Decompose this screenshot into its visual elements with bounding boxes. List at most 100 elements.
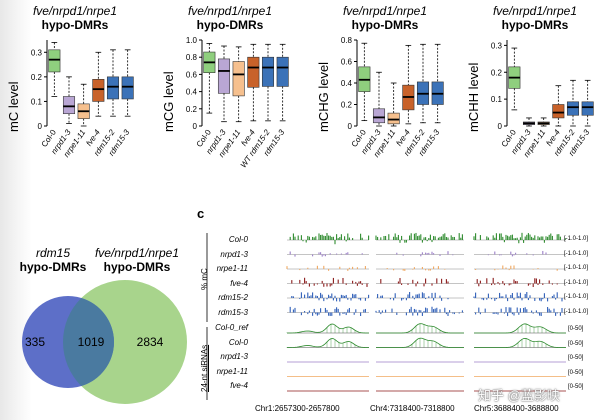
boxplot-title: fve/nrpd1/nrpe1 hypo-DMRs <box>315 4 455 32</box>
y-tick-label: 0.2 <box>186 105 198 114</box>
box-iqr <box>372 108 386 124</box>
mc-signal <box>375 232 463 243</box>
boxplot-chart: 1.00.80.60.40.20Col-0nrpd1-3nrpe1-11fve-… <box>186 36 289 170</box>
boxplot-title-italic: fve/nrpd1/nrpe1 <box>492 4 578 18</box>
mc-signal <box>377 292 449 301</box>
mc-track-range: [-1.0-1.0] <box>564 250 589 257</box>
box-iqr <box>121 76 134 100</box>
box-iqr <box>276 56 289 87</box>
box-rdm15-2 <box>106 49 120 117</box>
y-tick-label: 1.0 <box>186 36 198 45</box>
y-tick-label: 0.6 <box>186 70 198 79</box>
box-iqr <box>581 101 594 116</box>
boxplot-title-bold: hypo-DMRs <box>351 18 419 32</box>
mc-track-name: rdm15-3 <box>218 307 248 317</box>
mc-signal <box>289 233 370 245</box>
box-nrpd1-3 <box>62 76 76 124</box>
boxplot-title: fve/nrpd1/nrpe1 hypo-DMRs <box>465 4 600 32</box>
mc-track-range: [-1.0-1.0] <box>564 236 589 242</box>
venn-left-count: 335 <box>25 335 45 349</box>
box-fve-4 <box>247 43 260 122</box>
y-tick-label: 0.6 <box>341 58 353 67</box>
sirna-track-range: [0-50] <box>568 369 584 376</box>
mc-track-name: fve-4 <box>230 278 248 288</box>
y-tick-label: 0.2 <box>341 101 353 110</box>
box-iqr <box>217 58 231 94</box>
boxplot-title: fve/nrpd1/nrpe1 hypo-DMRs <box>5 4 145 32</box>
boxplot-title-bold: hypo-DMRs <box>196 18 264 32</box>
mc-signal <box>475 307 563 317</box>
venn-overlap <box>62 297 115 387</box>
genomic-coordinate: Chr4:7318400-7318800 <box>370 404 455 413</box>
boxplot-title-italic: fve/nrpd1/nrpe1 <box>342 4 428 18</box>
mc-track-name: rdm15-2 <box>218 293 248 302</box>
sirna-signal <box>286 338 370 348</box>
mc-signal <box>375 306 463 316</box>
zhihu-watermark: 知乎 @蓝影映 <box>478 388 560 403</box>
y-tick-label: 0.4 <box>186 88 198 97</box>
sirna-track-name: Col-0_ref <box>215 323 248 332</box>
box-iqr <box>552 104 565 119</box>
mc-track-range: [-1.0-1.0] <box>564 294 589 300</box>
box-rdm15-3 <box>581 79 594 127</box>
mc-signal <box>291 292 370 302</box>
boxplot-title-italic: fve/nrpd1/nrpe1 <box>32 4 118 18</box>
venn-title-left-bold: hypo-DMRs <box>19 260 87 274</box>
boxplot-title: fve/nrpd1/nrpe1 hypo-DMRs <box>160 4 300 32</box>
boxplot-chart: 0.80.60.40.20Col-0nrpd1-3nrpe1-11fve-4rd… <box>341 36 444 159</box>
venn-overlap-count: 1019 <box>78 335 105 349</box>
y-tick-label: 0.4 <box>341 79 353 88</box>
venn-title-left: rdm15 hypo-DMRs <box>8 246 98 274</box>
mc-track-range: [-1.0-1.0] <box>564 279 589 286</box>
venn-right-count: 2834 <box>137 335 164 349</box>
y-tick-label: 0.8 <box>186 53 198 62</box>
mc-signal <box>291 277 368 287</box>
box-WT rdm15-2 <box>261 43 275 122</box>
box-rdm15-3 <box>431 43 444 124</box>
boxplot-title-italic: fve/nrpd1/nrpe1 <box>187 4 273 18</box>
y-tick-label: 0.3 <box>31 48 43 57</box>
boxplot-title-bold: hypo-DMRs <box>41 18 109 32</box>
mc-signal <box>396 251 454 257</box>
box-nrpd1-3 <box>372 71 386 127</box>
mc-signal <box>487 250 547 257</box>
y-tick-label: 0 <box>193 122 198 131</box>
box-iqr <box>261 56 275 87</box>
box-nrpe1-11 <box>77 83 90 127</box>
box-nrpe1-11 <box>232 46 245 123</box>
y-tick-label: 0.8 <box>341 36 353 45</box>
box-iqr <box>387 112 400 125</box>
box-Col-0 <box>48 42 61 97</box>
mc-signal <box>289 306 366 316</box>
box-iqr <box>62 96 76 115</box>
sirna-signal <box>474 323 567 334</box>
mc-signal <box>289 251 363 257</box>
sirna-track-range: [0-50] <box>568 326 584 332</box>
venn-title-right-bold: hypo-DMRs <box>103 260 171 274</box>
box-fve-4 <box>92 51 105 117</box>
mc-track-range: [-1.0-1.0] <box>564 308 589 315</box>
box-iqr <box>48 49 61 73</box>
sirna-signal <box>474 338 567 348</box>
venn-diagram: 335 1019 2834 <box>22 280 187 404</box>
mc-signal <box>286 265 366 271</box>
panel-label-c: c <box>197 206 205 221</box>
box-nrpd1-3 <box>522 117 536 127</box>
sirna-track-range: [0-50] <box>568 355 584 361</box>
y-tick-label: 0.2 <box>31 73 43 82</box>
y-tick-label: 0.1 <box>31 97 43 106</box>
box-iqr <box>106 76 120 100</box>
boxplot-chart: 0.30.20.10Col-0nrpd1-3nrpe1-11fve-4rdm15… <box>491 40 594 159</box>
box-nrpe1-11 <box>387 82 400 127</box>
box-rdm15-3 <box>276 43 289 122</box>
sirna-track-name: fve-4 <box>230 381 248 390</box>
box-rdm15-2 <box>416 43 430 124</box>
boxplot-chart: 0.30.20.10Col-0nrpd1-3nrpe1-11fve-4rdm15… <box>31 40 134 159</box>
venn-title-right-italic: fve/nrpd1/nrpe1 <box>94 246 180 260</box>
mc-track-name: Col-0 <box>228 235 248 244</box>
y-tick-label: 0 <box>498 122 503 131</box>
y-tick-label: 0 <box>38 122 43 131</box>
box-nrpe1-11 <box>537 117 550 127</box>
box-rdm15-3 <box>121 49 134 117</box>
